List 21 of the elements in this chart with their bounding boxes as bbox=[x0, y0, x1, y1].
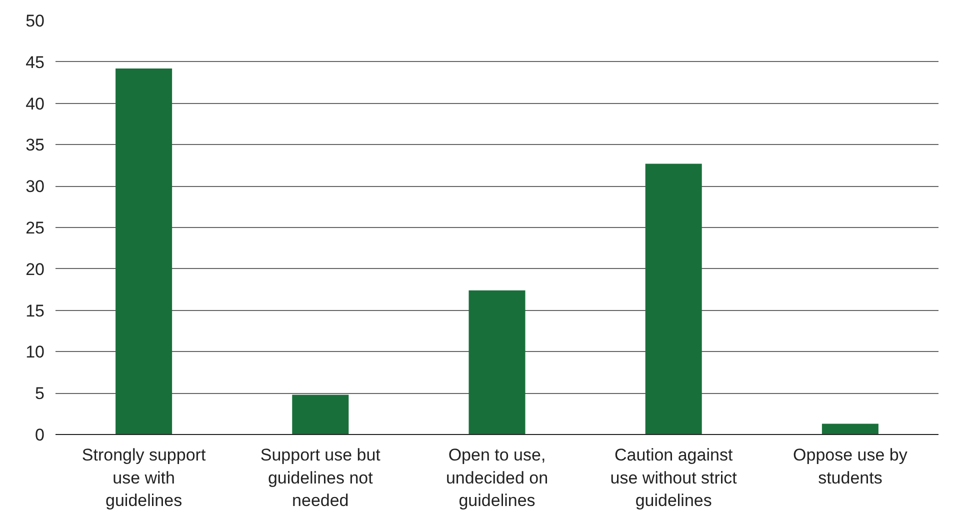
bar bbox=[645, 164, 702, 434]
bar bbox=[292, 394, 349, 434]
y-tick-label: 20 bbox=[26, 260, 45, 279]
bar bbox=[822, 424, 878, 434]
x-tick-label: Oppose use by students bbox=[793, 446, 908, 488]
y-tick-label: 45 bbox=[26, 52, 45, 72]
bar bbox=[116, 68, 172, 434]
y-tick-label: 25 bbox=[26, 218, 45, 238]
y-tick-label: 0 bbox=[35, 426, 45, 444]
y-tick-label: 35 bbox=[26, 136, 45, 155]
y-tick-label: 5 bbox=[35, 384, 45, 404]
x-tick-label: Open to use, undecided on guidelines bbox=[446, 446, 548, 510]
y-tick-label: 30 bbox=[26, 177, 45, 196]
x-tick-label: Support use but guidelines not needed bbox=[260, 446, 381, 510]
y-tick-label: 15 bbox=[26, 301, 45, 320]
y-tick-label: 50 bbox=[26, 12, 45, 30]
x-tick-label: Caution against use without strict guidelines bbox=[610, 446, 738, 510]
y-tick-label: 40 bbox=[26, 94, 45, 114]
x-tick-label: Strongly support use with guidelines bbox=[82, 446, 206, 510]
bar bbox=[468, 290, 526, 434]
y-tick-label: 10 bbox=[26, 342, 45, 362]
